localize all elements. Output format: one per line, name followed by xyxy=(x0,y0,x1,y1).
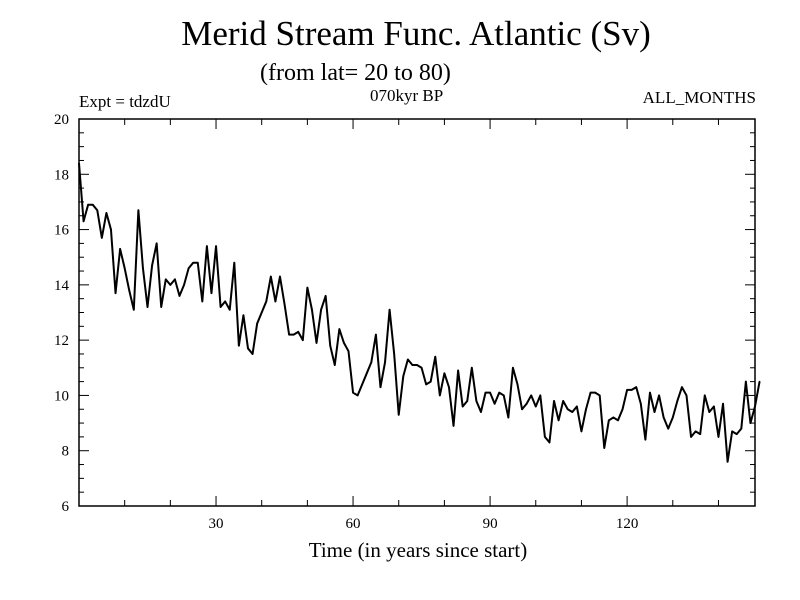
plot-frame xyxy=(78,118,756,507)
x-axis: 30 60 90 120 xyxy=(124,119,719,532)
x-tick-label: 120 xyxy=(616,516,639,532)
y-tick-label: 6 xyxy=(62,499,70,515)
x-tick-label: 30 xyxy=(209,516,224,532)
months-label: ALL_MONTHS xyxy=(642,88,756,107)
period-label: 070kyr BP xyxy=(370,86,444,105)
chart-subtitle: (from lat= 20 to 80) xyxy=(260,60,451,86)
y-tick-label: 20 xyxy=(54,112,69,128)
y-tick-label: 14 xyxy=(54,278,70,294)
chart-title: Merid Stream Func. Atlantic (Sv) xyxy=(181,14,651,53)
data-points xyxy=(78,162,761,463)
y-axis: 6 8 10 12 14 16 18 20 xyxy=(54,112,755,515)
experiment-label: Expt = tdzdU xyxy=(79,92,171,111)
x-axis-label: Time (in years since start) xyxy=(308,538,528,562)
y-tick-label: 16 xyxy=(54,223,70,239)
x-tick-label: 90 xyxy=(483,516,498,532)
x-tick-label: 60 xyxy=(346,516,361,532)
series-line xyxy=(78,163,761,463)
y-tick-label: 12 xyxy=(54,333,69,349)
y-tick-label: 18 xyxy=(54,167,69,183)
y-tick-label: 8 xyxy=(62,444,70,460)
y-tick-label: 10 xyxy=(54,388,69,404)
